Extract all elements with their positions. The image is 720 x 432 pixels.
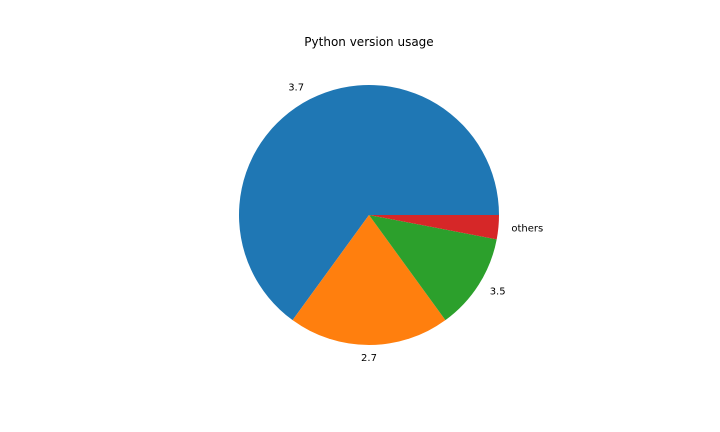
pie-slice-3-5 (369, 215, 497, 321)
pie-slice-3-7 (239, 84, 499, 321)
pie-label-3-7: 3.7 (288, 83, 304, 94)
pie-label-others: others (511, 224, 543, 235)
pie-slices (239, 84, 499, 345)
chart-title: Python version usage (304, 35, 433, 49)
pie-slice-2-7 (292, 215, 446, 345)
pie-slice-others (369, 215, 499, 240)
pie-slice-labels: 3.7 2.7 3.5 others (288, 83, 543, 364)
pie-label-2-7: 2.7 (361, 353, 377, 364)
pie-label-3-5: 3.5 (490, 287, 506, 298)
